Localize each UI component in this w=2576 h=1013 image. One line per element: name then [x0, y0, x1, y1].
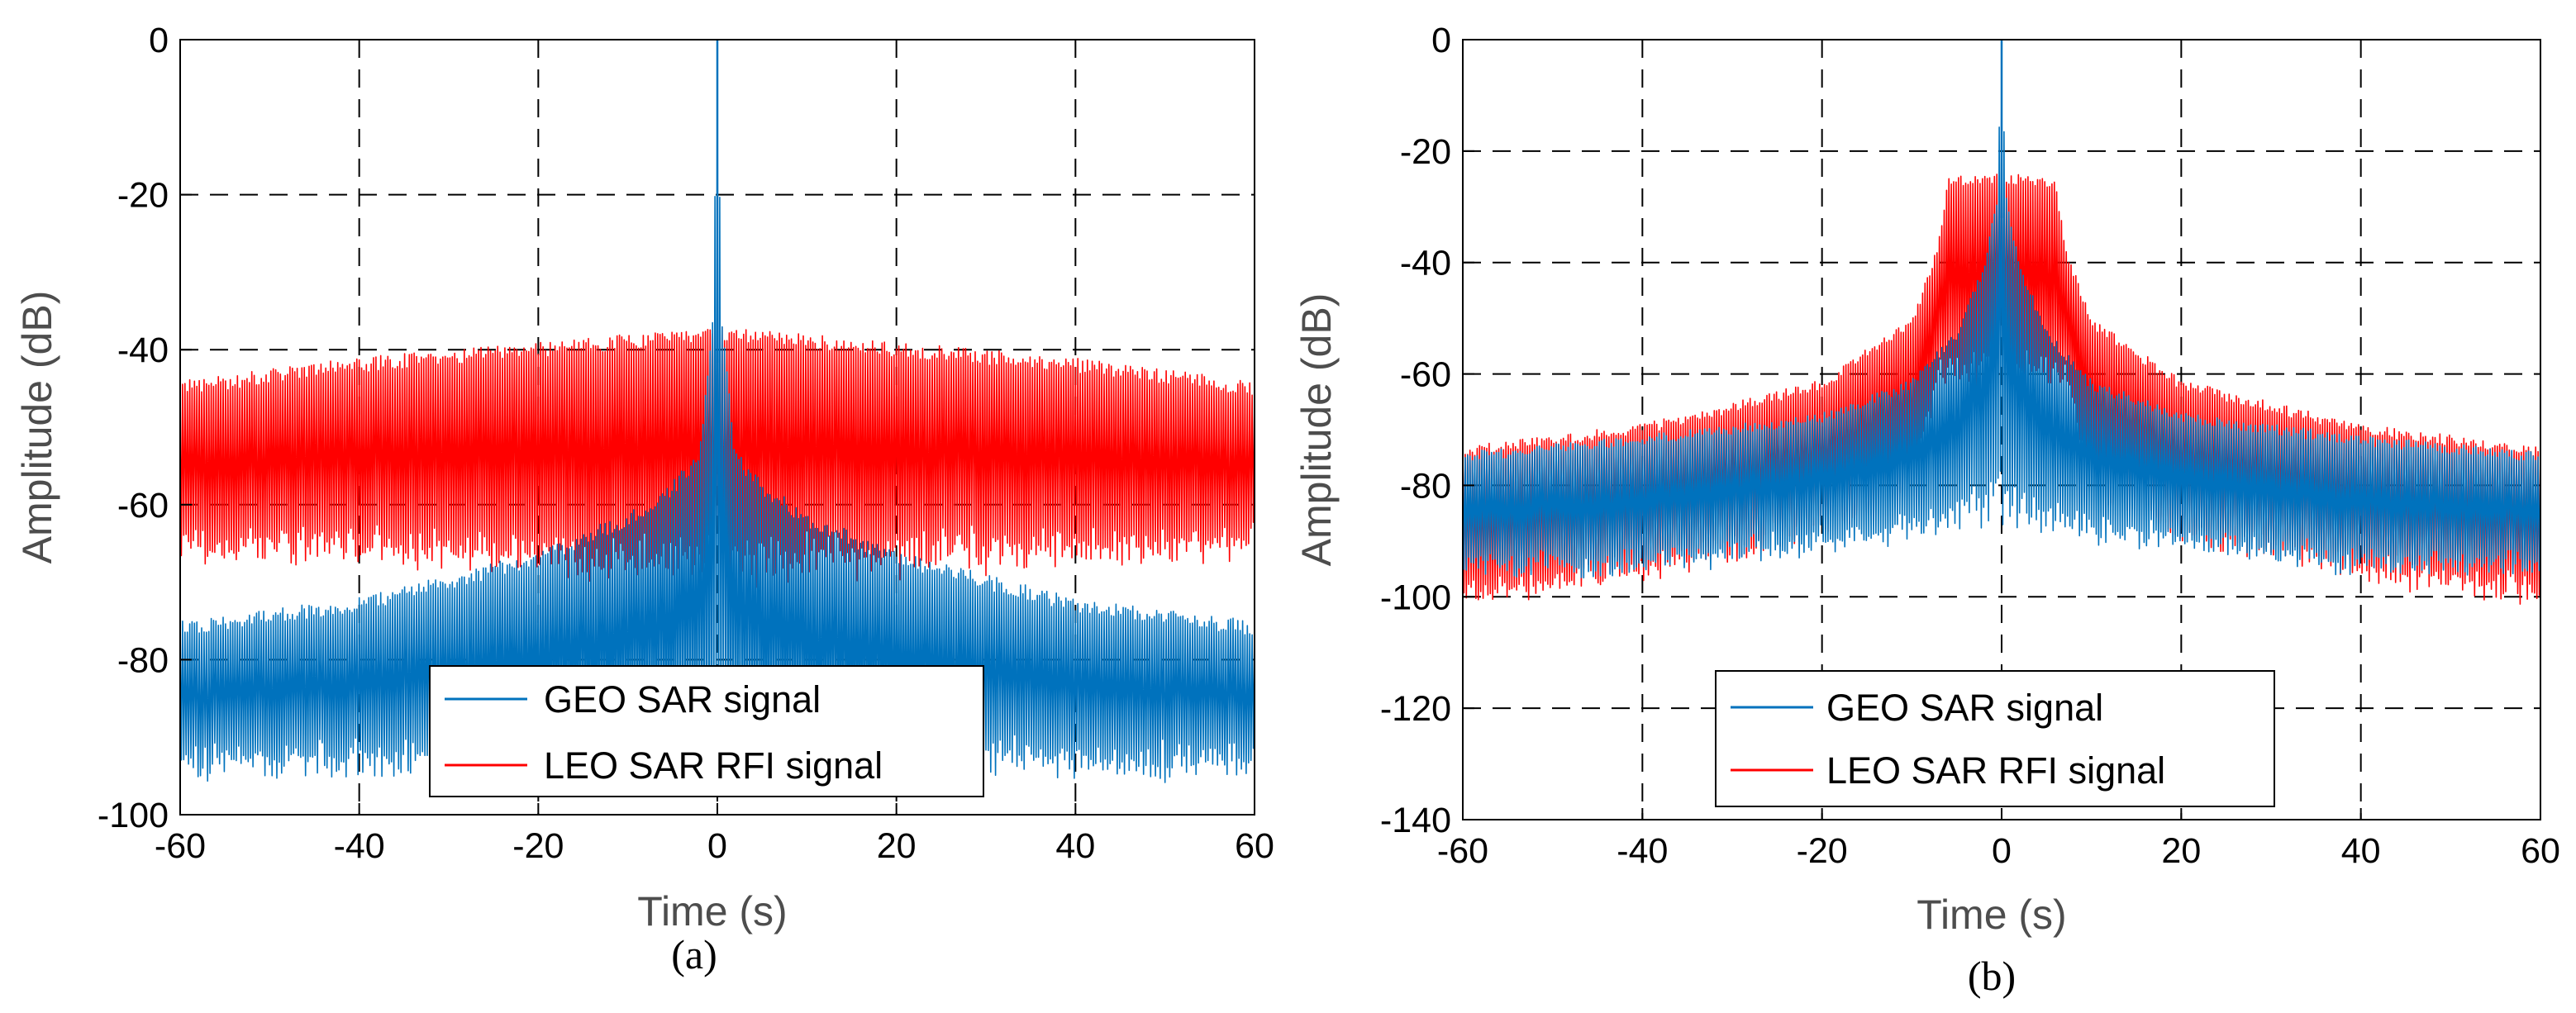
panel-b-x-axis-label: Time (s) [1917, 892, 2066, 938]
panel-b-ytick-label: -20 [1400, 132, 1451, 172]
panel-a: -60 -40 -20 0 20 40 60 -100 -80 -60 -40 -20 0 Time … [14, 21, 1274, 977]
panel-b-ytick-label: -80 [1400, 466, 1451, 506]
panel-b-legend-label-leo: LEO SAR RFI signal [1826, 749, 2165, 792]
panel-a-geo-series [179, 40, 1255, 783]
panel-b-legend: GEO SAR signal LEO SAR RFI signal [1715, 670, 2275, 807]
panel-b-ytick-label: -40 [1400, 244, 1451, 283]
panel-a-y-ticks: -100 -80 -60 -40 -20 0 [98, 21, 192, 835]
panel-b-xtick-label: 60 [2521, 831, 2560, 871]
panel-b-xtick-label: -20 [1797, 831, 1848, 871]
panel-b-ytick-label: -140 [1380, 801, 1451, 840]
panel-a-xtick-label: -40 [334, 826, 385, 866]
panel-a-legend-box [429, 665, 984, 797]
panel-b-legend-label-geo: GEO SAR signal [1826, 687, 2103, 729]
panel-b-xtick-label: 0 [1992, 831, 2012, 871]
panel-a-caption: (a) [671, 931, 717, 977]
panel-b-caption: (b) [1968, 953, 2016, 999]
panel-b-ytick-label: -120 [1380, 689, 1451, 729]
panel-a-ytick-label: -40 [117, 331, 169, 370]
panel-b: -60 -40 -20 0 20 40 60 -140 -120 -100 -80 -60 -40 -2… [1293, 21, 2560, 999]
panel-b-x-ticks: -60 -40 -20 0 20 40 60 [1437, 808, 2560, 871]
panel-a-xtick-label: 20 [877, 826, 917, 866]
panel-b-ytick-label: -100 [1380, 578, 1451, 617]
panel-a-ytick-label: -60 [117, 486, 169, 526]
panel-b-geo-series [1462, 40, 2541, 579]
panel-a-legend-label-leo: LEO SAR RFI signal [544, 744, 883, 787]
panel-b-legend-box [1715, 670, 2275, 807]
panel-a-xtick-label: 40 [1055, 826, 1095, 866]
panel-a-xtick-label: -20 [512, 826, 564, 866]
panel-b-xtick-label: 40 [2341, 831, 2381, 871]
panel-a-y-axis-label: Amplitude (dB) [14, 291, 60, 564]
panel-b-y-ticks: -140 -120 -100 -80 -60 -40 -20 0 [1380, 21, 1474, 840]
panel-a-x-axis-label: Time (s) [637, 888, 787, 935]
panel-a-legend-label-geo: GEO SAR signal [544, 678, 821, 721]
panel-a-x-ticks: -60 -40 -20 0 20 40 60 [155, 803, 1274, 866]
panel-b-ytick-label: 0 [1431, 21, 1451, 60]
panel-b-xtick-label: 20 [2161, 831, 2201, 871]
panel-a-ytick-label: -100 [98, 796, 169, 835]
panel-a-xtick-label: 60 [1235, 826, 1274, 866]
panel-a-legend: GEO SAR signal LEO SAR RFI signal [429, 665, 984, 797]
panel-a-xtick-label: 0 [707, 826, 727, 866]
panel-a-ytick-label: 0 [149, 21, 169, 60]
panel-a-xtick-label: -60 [155, 826, 206, 866]
panel-b-ytick-label: -60 [1400, 355, 1451, 395]
panel-b-xtick-label: -40 [1617, 831, 1668, 871]
panel-b-y-axis-label: Amplitude (dB) [1293, 293, 1340, 567]
panel-a-ytick-label: -80 [117, 640, 169, 680]
panel-b-xtick-label: -60 [1437, 831, 1488, 871]
panel-a-ytick-label: -20 [117, 176, 169, 216]
